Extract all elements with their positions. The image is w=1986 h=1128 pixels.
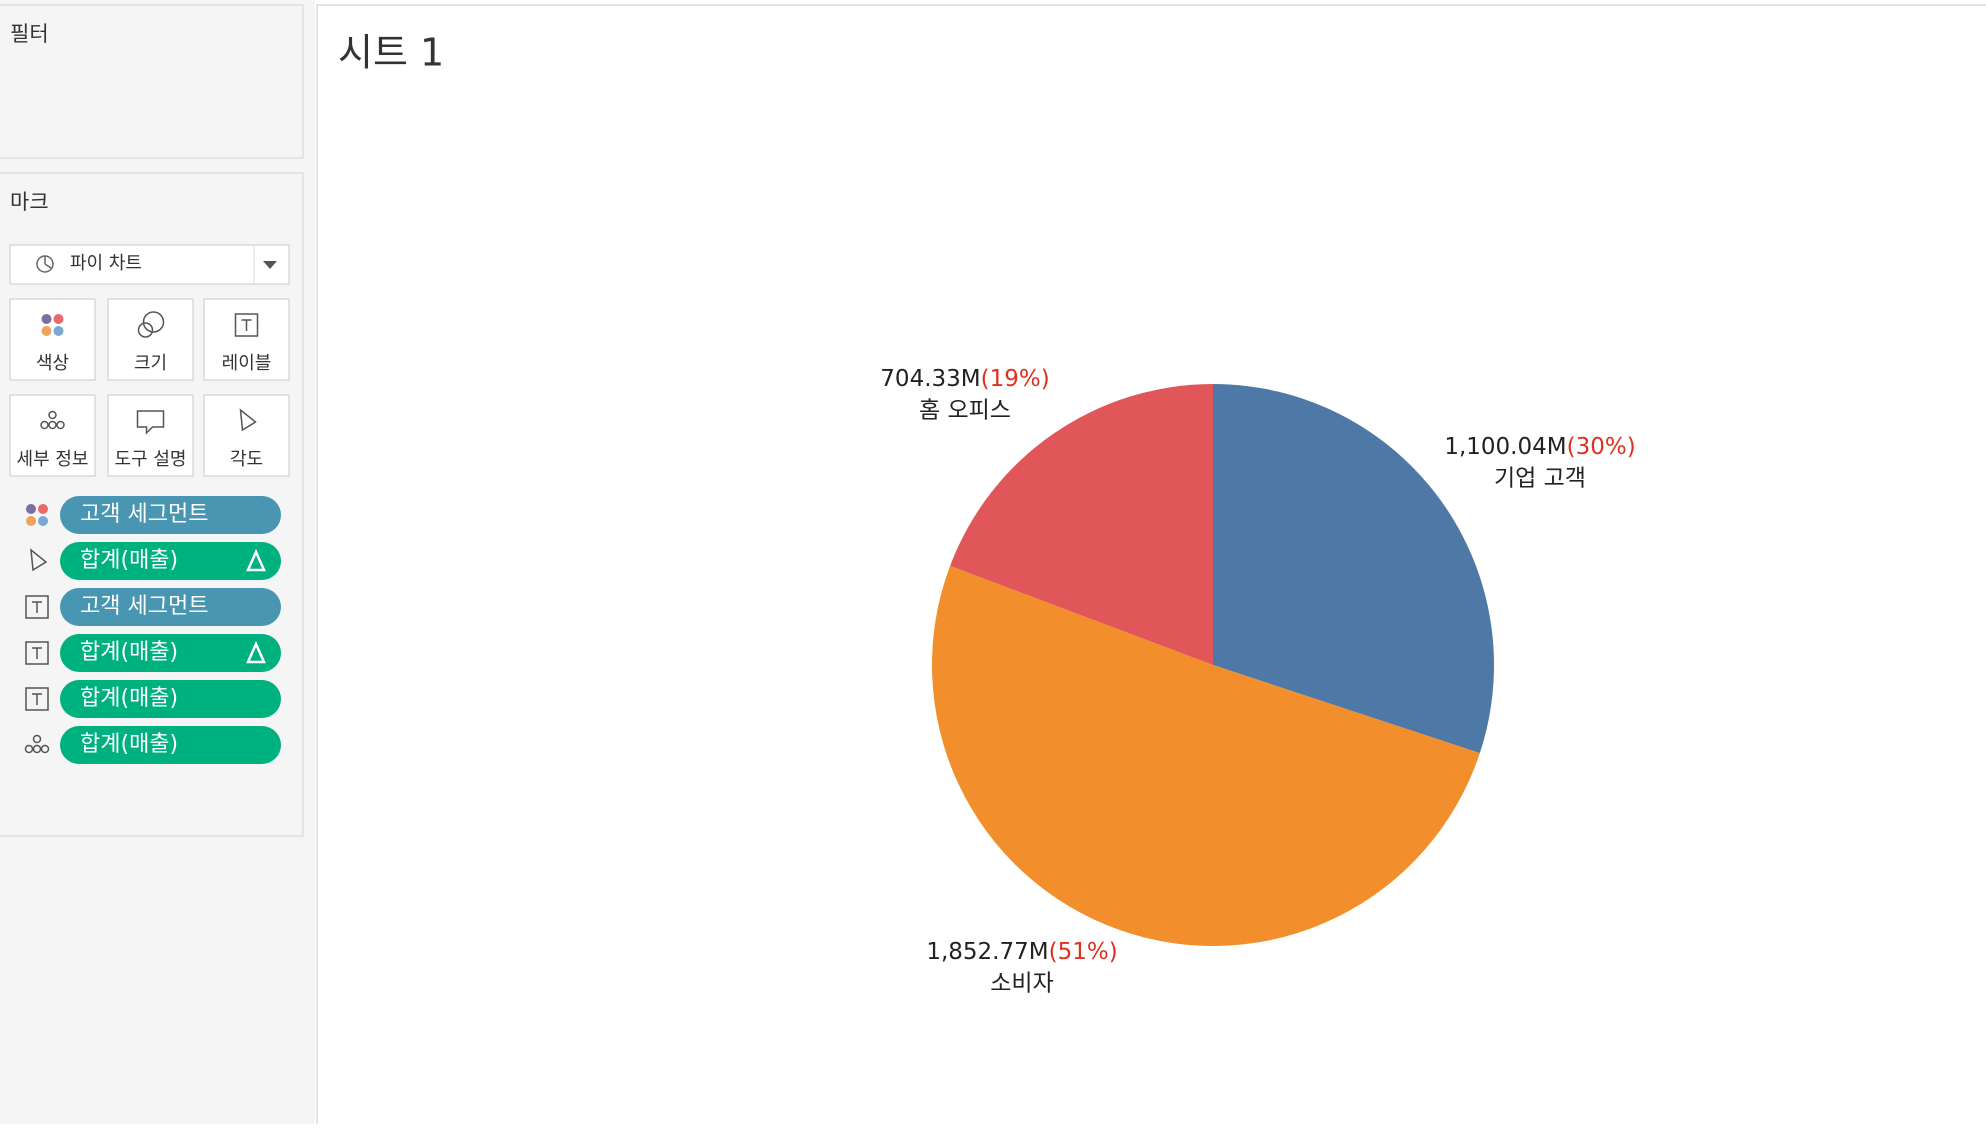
- delta-icon: [246, 640, 266, 664]
- slice-value-label: 1,852.77M(51%): [926, 939, 1117, 965]
- pill[interactable]: [60, 588, 281, 626]
- shelf-icon: [32, 647, 42, 659]
- slice-category-label: 기업 고객: [1494, 466, 1586, 492]
- slice-value-label: 704.33M(19%): [880, 366, 1049, 392]
- icon: [137, 322, 154, 338]
- shelf-icon: [32, 693, 42, 705]
- icon: [241, 319, 252, 331]
- icon: [40, 420, 49, 430]
- mark-button-label: 각도: [230, 449, 263, 470]
- icon: [41, 326, 52, 336]
- shelf-icon: [30, 548, 48, 572]
- icon: [239, 408, 257, 432]
- mark-type-dropdown[interactable]: [9, 244, 290, 285]
- mark-button-label: 크기: [134, 353, 167, 374]
- value-label: 704.33M: [880, 366, 980, 392]
- shelf-icon: [26, 516, 36, 526]
- shelf-icon: [25, 687, 49, 711]
- percent-label: (51%): [1049, 939, 1118, 965]
- shelf-icon: [25, 641, 49, 665]
- pie-slice: [1213, 383, 1495, 754]
- pill-label: 합계(매출): [80, 732, 178, 757]
- pie-slice: [950, 384, 1213, 665]
- mark-button-label: 레이블: [222, 353, 272, 374]
- pie-slice: [932, 565, 1480, 946]
- pill[interactable]: [60, 542, 281, 580]
- slice-value-label: 1,100.04M(30%): [1444, 434, 1635, 460]
- icon: [136, 410, 165, 435]
- pill-label: 고객 세그먼트: [80, 594, 208, 619]
- sheet-title: 시트 1: [338, 31, 444, 75]
- pill-label: 합계(매출): [80, 640, 178, 665]
- pill-label: 고객 세그먼트: [80, 502, 208, 527]
- shelf-icon: [25, 595, 49, 619]
- mark-button[interactable]: [203, 298, 290, 381]
- mark-button[interactable]: [9, 394, 96, 477]
- shelf-icon: [38, 516, 48, 526]
- filters-panel: [0, 4, 304, 159]
- shelf-icon: [24, 744, 34, 754]
- mark-button[interactable]: [107, 394, 194, 477]
- pill[interactable]: [60, 496, 281, 534]
- shelf-icon: [26, 504, 36, 514]
- value-label: 1,852.77M: [926, 939, 1048, 965]
- pill[interactable]: [60, 634, 281, 672]
- percent-label: (30%): [1567, 434, 1636, 460]
- shelf-icon: [40, 744, 50, 754]
- icon: [142, 311, 165, 333]
- delta-icon: [246, 548, 266, 572]
- mark-button-label: 세부 정보: [17, 449, 89, 470]
- mark-button-label: 색상: [36, 353, 69, 374]
- shelf-icon: [32, 744, 42, 754]
- pill[interactable]: [60, 726, 281, 764]
- pill-label: 합계(매출): [80, 548, 178, 573]
- pill-label: 합계(매출): [80, 686, 178, 711]
- slice-category-label: 소비자: [990, 971, 1053, 997]
- filters-title: 필터: [10, 22, 49, 46]
- icon: [48, 420, 57, 430]
- shelf-icon: [38, 504, 48, 514]
- marks-title: 마크: [10, 190, 49, 214]
- icon: [56, 420, 65, 430]
- mark-button[interactable]: [203, 394, 290, 477]
- mark-button-label: 도구 설명: [115, 449, 187, 470]
- value-label: 1,100.04M: [1444, 434, 1566, 460]
- shelf-icon: [32, 601, 42, 613]
- mark-type: 파이 차트: [70, 253, 142, 274]
- mark-button[interactable]: [9, 298, 96, 381]
- icon: [41, 314, 52, 324]
- icon: [234, 313, 259, 337]
- slice-category-label: 홈 오피스: [919, 398, 1011, 424]
- icon: [53, 314, 64, 324]
- icon: [53, 326, 64, 336]
- icon: [48, 410, 57, 420]
- shelf-icon: [32, 734, 42, 744]
- pill[interactable]: [60, 680, 281, 718]
- percent-label: (19%): [981, 366, 1050, 392]
